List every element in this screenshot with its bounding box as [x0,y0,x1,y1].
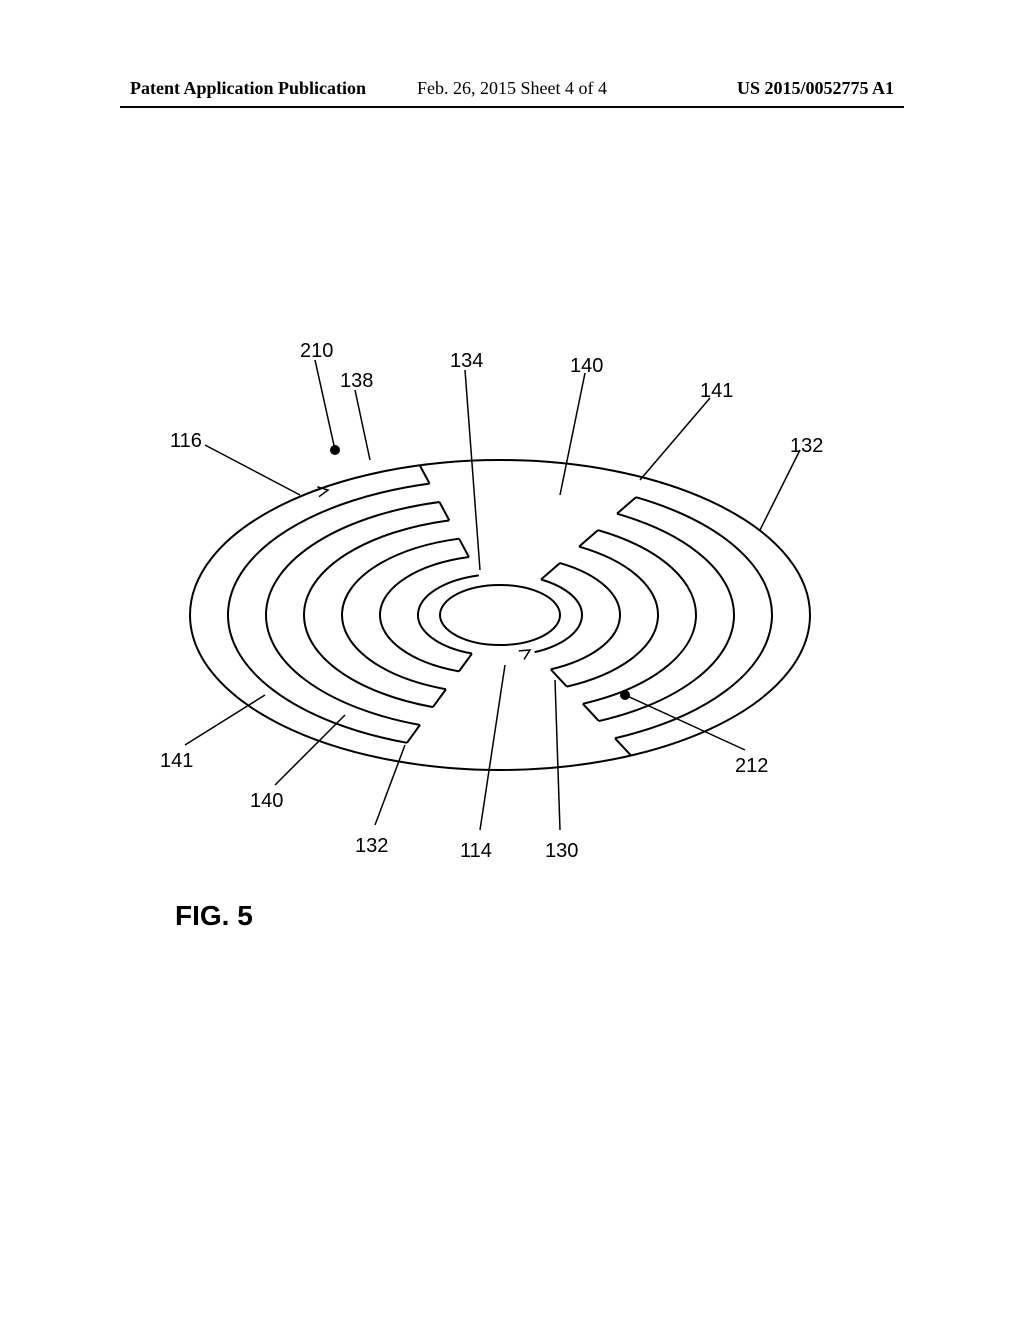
reference-number: 141 [700,380,733,403]
reference-number: 116 [170,430,202,453]
reference-number: 114 [460,840,492,863]
reference-number: 138 [340,370,373,393]
figure-area: 210 138 134 140 141 132 116 141 140 132 114 130 212 [0,300,1024,1000]
reference-number: 210 [300,340,333,363]
reference-number: 212 [735,755,768,778]
reference-number: 132 [355,835,388,858]
header-right: US 2015/0052775 A1 [737,78,894,99]
header-rule [120,106,904,108]
reference-number: 141 [160,750,193,773]
figure-label: FIG. 5 [175,900,253,932]
reference-number: 140 [570,355,603,378]
reference-number: 134 [450,350,483,373]
reference-number: 132 [790,435,823,458]
figure-svg [0,300,1024,1000]
reference-number: 130 [545,840,578,863]
header-center: Feb. 26, 2015 Sheet 4 of 4 [417,78,607,99]
page-header: Patent Application Publication Feb. 26, … [0,78,1024,99]
reference-number: 140 [250,790,283,813]
header-left: Patent Application Publication [130,78,366,99]
